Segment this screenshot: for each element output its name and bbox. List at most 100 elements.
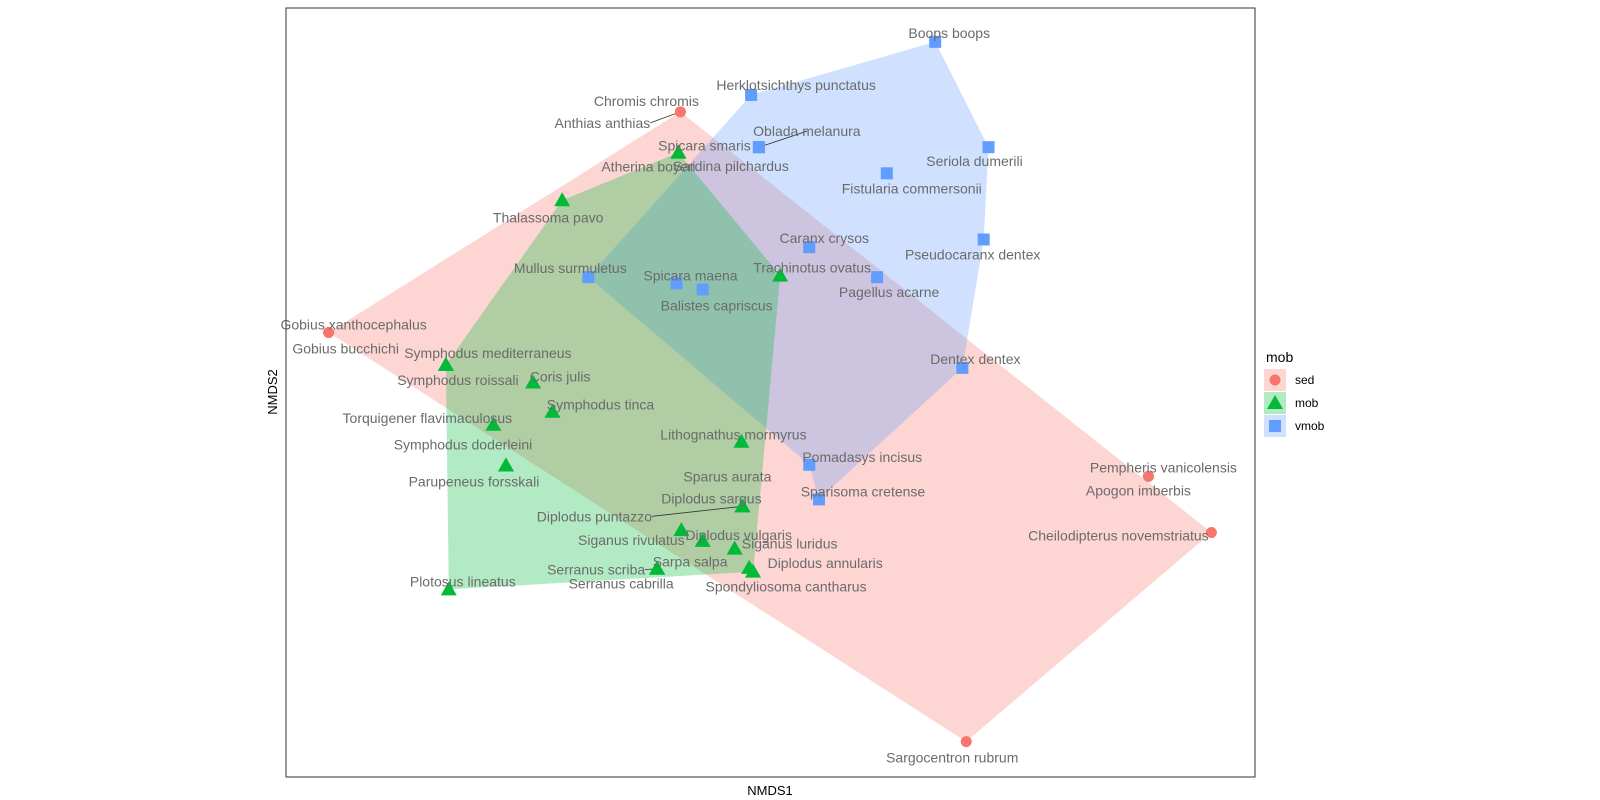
point-spondyliosoma-cantharus <box>745 563 762 578</box>
point-plotosus-lineatus <box>440 581 457 596</box>
data-points <box>323 35 1217 748</box>
point-diplodus-vulgaris <box>694 532 711 547</box>
label-serranus-scriba: Serranus scriba <box>547 562 645 578</box>
label-symphodus-roissali: Symphodus roissali <box>397 372 518 388</box>
point-thalassoma-pavo <box>554 192 571 207</box>
label-anthias-anthias: Anthias anthias <box>555 115 651 131</box>
point-symphodus-tinca <box>544 403 561 418</box>
y-axis-title: NMDS2 <box>265 369 280 415</box>
label-diplodus-puntazzo: Diplodus puntazzo <box>537 508 652 524</box>
label-sarpa-salpa: Sarpa salpa <box>653 554 728 570</box>
convex-hulls <box>328 41 1212 742</box>
label-chromis-chromis: Chromis chromis <box>594 93 699 109</box>
label-cheilodipterus-novemstriatus: Cheilodipterus novemstriatus <box>1028 527 1209 543</box>
point-boops-boops <box>929 35 942 48</box>
legend-label-mob: mob <box>1295 396 1319 410</box>
label-pomadasys-incisus: Pomadasys incisus <box>802 449 922 465</box>
plot-panel-border <box>285 7 1256 778</box>
point-serranus-cabrilla <box>649 560 666 575</box>
hull-mob <box>445 152 781 590</box>
label-oblada-melanura: Oblada melanura <box>753 123 861 139</box>
label-herklotsichthys-punctatus: Herklotsichthys punctatus <box>716 77 876 93</box>
label-spondyliosoma-cantharus: Spondyliosoma cantharus <box>706 579 867 595</box>
x-axis-title: NMDS1 <box>747 783 793 798</box>
label-sargocentron-rubrum: Sargocentron rubrum <box>886 750 1018 766</box>
hull-sed <box>328 111 1212 742</box>
label-sparus-aurata: Sparus aurata <box>683 468 771 484</box>
point-pomadasys-incisus <box>803 458 816 471</box>
point-parupeneus-forsskali <box>497 457 514 472</box>
label-coris-julis: Coris julis <box>530 369 591 385</box>
point-pagellus-acarne <box>871 271 884 284</box>
label-symphodus-doderleini: Symphodus doderleini <box>394 437 533 453</box>
point-siganus-luridus <box>726 540 743 555</box>
point-caranx-crysos <box>803 241 816 254</box>
label-diplodus-annularis: Diplodus annularis <box>768 555 883 571</box>
point-apogon-imberbis <box>1142 470 1154 482</box>
point-sargocentron-rubrum <box>960 736 972 748</box>
label-atherina-boyeri: Atherina boyeri <box>601 159 695 175</box>
label-seriola-dumerili: Seriola dumerili <box>926 153 1022 169</box>
label-siganus-rivulatus: Siganus rivulatus <box>578 532 685 548</box>
legend-marker-mob <box>1267 395 1283 409</box>
label-siganus-luridus: Siganus luridus <box>742 536 838 552</box>
label-parupeneus-forsskali: Parupeneus forsskali <box>409 474 540 490</box>
label-caranx-crysos: Caranx crysos <box>780 230 869 246</box>
leader-diplodus-puntazzo <box>651 505 743 517</box>
point-atherina-boyeri <box>670 144 687 159</box>
label-boops-boops: Boops boops <box>908 25 990 41</box>
label-pempheris-vanicolensis: Pempheris vanicolensis <box>1090 459 1237 475</box>
label-spicara-smaris: Spicara smaris <box>658 138 751 154</box>
point-symphodus-roissali <box>437 356 454 371</box>
point-torquigener-flavimaculosus <box>485 416 502 431</box>
label-symphodus-mediterraneus: Symphodus mediterraneus <box>404 345 571 361</box>
label-sardina-pilchardus: Sardina pilchardus <box>673 158 789 174</box>
label-serranus-cabrilla: Serranus cabrilla <box>569 576 674 592</box>
point-fistularia-commersonii <box>880 167 893 180</box>
point-dentex-dentex <box>956 361 969 374</box>
point-balistes-capriscus <box>696 283 709 296</box>
point-labels: Boops boops Herklotsichthys punctatus Chro… <box>280 25 1236 766</box>
point-spicara-maena <box>670 277 683 290</box>
label-gobius-bucchichi: Gobius bucchichi <box>292 341 399 357</box>
point-lithognathus-mormyrus <box>733 433 750 448</box>
point-herklotsichthys-punctatus <box>745 88 758 101</box>
point-diplodus-puntazzo <box>734 498 751 513</box>
point-anthias-anthias <box>674 106 686 118</box>
point-pseudocaranx-dentex <box>977 233 990 246</box>
point-gobius-bucchichi <box>323 327 335 339</box>
label-gobius-xanthocephalus: Gobius xanthocephalus <box>280 317 426 333</box>
label-diplodus-vulgaris: Diplodus vulgaris <box>685 527 792 543</box>
label-torquigener-flavimaculosus: Torquigener flavimaculosus <box>343 410 513 426</box>
label-diplodus-sargus: Diplodus sargus <box>661 490 761 506</box>
leader-oblada-melanura <box>758 130 807 148</box>
point-cheilodipterus-novemstriatus <box>1205 526 1217 538</box>
label-pseudocaranx-dentex: Pseudocaranx dentex <box>905 246 1040 262</box>
point-sardina-pilchardus <box>752 141 765 154</box>
legend-marker-vmob <box>1269 420 1281 432</box>
hull-vmob <box>588 41 989 500</box>
legend-marker-sed <box>1269 374 1281 386</box>
point-coris-julis <box>525 374 542 389</box>
label-spicara-maena: Spicara maena <box>643 267 737 283</box>
label-apogon-imberbis: Apogon imberbis <box>1086 482 1191 498</box>
legend-title: mob <box>1266 349 1293 365</box>
label-mullus-surmuletus: Mullus surmuletus <box>514 260 627 276</box>
label-trachinotus-ovatus: Trachinotus ovatus <box>753 260 871 276</box>
label-sparisoma-cretense: Sparisoma cretense <box>801 483 926 499</box>
label-fistularia-commersonii: Fistularia commersonii <box>842 180 982 196</box>
legend-label-sed: sed <box>1295 373 1314 387</box>
label-lithognathus-mormyrus: Lithognathus mormyrus <box>660 427 806 443</box>
point-mullus-surmuletus <box>582 271 595 284</box>
label-pagellus-acarne: Pagellus acarne <box>839 284 940 300</box>
label-plotosus-lineatus: Plotosus lineatus <box>410 573 516 589</box>
point-trachinotus-ovatus <box>772 267 789 282</box>
label-dentex-dentex: Dentex dentex <box>930 351 1020 367</box>
point-siganus-rivulatus <box>673 522 690 537</box>
label-symphodus-tinca: Symphodus tinca <box>547 397 655 413</box>
legend-label-vmob: vmob <box>1295 419 1325 433</box>
point-sparisoma-cretense <box>812 493 825 506</box>
label-thalassoma-pavo: Thalassoma pavo <box>493 209 604 225</box>
